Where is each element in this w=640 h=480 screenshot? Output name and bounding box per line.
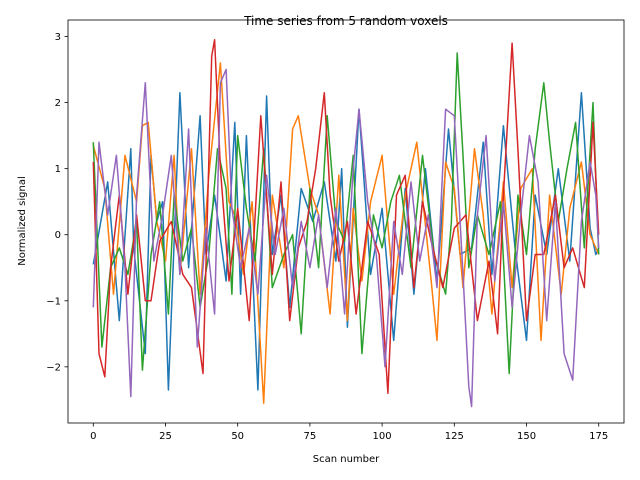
y-tick-label: −2 [46,362,61,373]
x-tick-label: 175 [589,431,608,442]
y-tick-label: 0 [55,230,61,241]
y-axis-label: Normalized signal [17,176,28,265]
x-tick-label: 0 [90,431,96,442]
x-tick-label: 125 [445,431,464,442]
x-axis-ticks: 0 25 50 75 100 125 150 175 [90,423,608,442]
y-tick-label: 3 [55,32,61,43]
series-line-5 [92,68,600,408]
y-tick-label: −1 [46,296,61,307]
x-axis-label: Scan number [313,454,380,465]
chart-title: Time series from 5 random voxels [243,14,448,28]
axes-frame [67,19,625,424]
x-tick-label: 75 [304,431,317,442]
x-tick-label: 50 [231,431,244,442]
y-axis-ticks: −2 −1 0 1 2 3 [46,32,68,373]
x-tick-label: 100 [373,431,392,442]
y-tick-label: 1 [55,164,61,175]
series-line-2 [92,62,600,404]
x-tick-label: 25 [159,431,172,442]
series-line-3 [92,52,600,375]
plot-area [92,39,600,408]
x-tick-label: 150 [517,431,536,442]
y-tick-label: 2 [55,98,61,109]
